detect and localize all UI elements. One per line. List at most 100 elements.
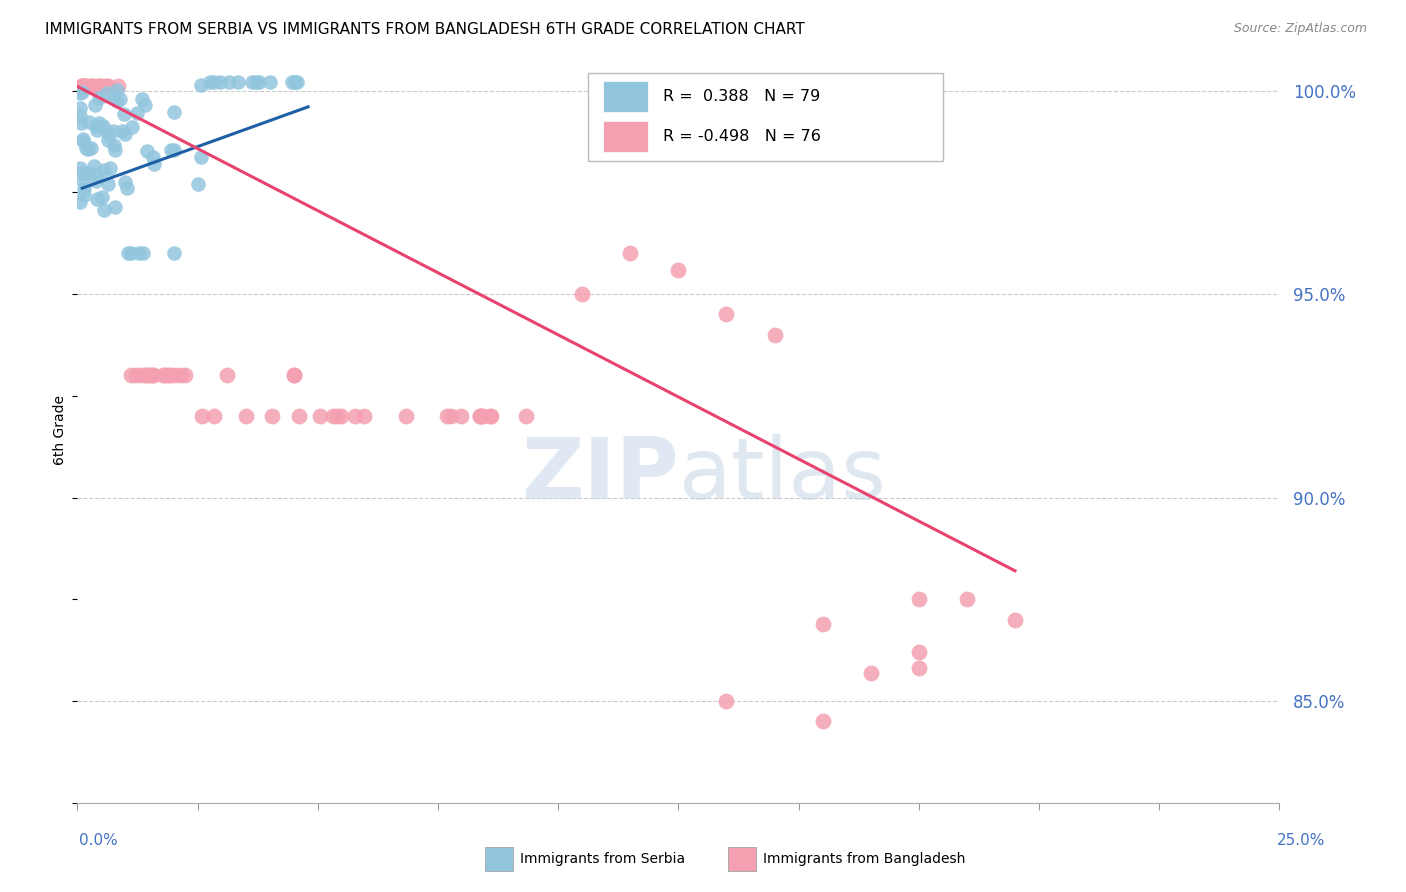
- Point: [202, 409, 225, 424]
- Text: R = -0.498   N = 76: R = -0.498 N = 76: [662, 128, 821, 144]
- Point: [436, 409, 458, 424]
- Point: [187, 177, 209, 191]
- Point: [226, 75, 249, 89]
- Point: [89, 116, 111, 130]
- Point: [190, 150, 212, 164]
- Point: [260, 409, 283, 424]
- Point: [75, 79, 97, 94]
- Point: [160, 143, 183, 157]
- Point: [121, 120, 143, 134]
- Point: [142, 368, 165, 383]
- Point: [908, 661, 931, 675]
- Point: [668, 262, 690, 277]
- Point: [90, 190, 112, 204]
- Point: [142, 150, 165, 164]
- Point: [80, 79, 103, 94]
- Point: [353, 409, 375, 424]
- Point: [108, 92, 131, 106]
- Point: [139, 368, 162, 383]
- Point: [70, 79, 93, 94]
- Point: [1004, 613, 1026, 627]
- Point: [200, 75, 222, 89]
- Point: [956, 592, 979, 607]
- Point: [96, 87, 118, 101]
- Point: [235, 409, 257, 424]
- Point: [470, 409, 492, 424]
- Point: [93, 119, 115, 133]
- Point: [811, 714, 834, 729]
- Point: [129, 368, 152, 383]
- Point: [98, 161, 121, 175]
- Point: [69, 194, 91, 209]
- Point: [159, 368, 181, 383]
- Point: [97, 79, 120, 94]
- Point: [142, 157, 165, 171]
- Point: [80, 79, 103, 94]
- Point: [80, 79, 103, 94]
- Point: [471, 409, 494, 424]
- Point: [75, 79, 97, 94]
- Point: [908, 645, 931, 659]
- Point: [112, 107, 135, 121]
- Text: IMMIGRANTS FROM SERBIA VS IMMIGRANTS FROM BANGLADESH 6TH GRADE CORRELATION CHART: IMMIGRANTS FROM SERBIA VS IMMIGRANTS FRO…: [45, 22, 804, 37]
- Point: [72, 132, 94, 146]
- Point: [169, 368, 191, 383]
- Point: [69, 109, 91, 123]
- Point: [76, 142, 98, 156]
- Point: [86, 123, 108, 137]
- Point: [163, 368, 186, 383]
- Point: [70, 85, 93, 99]
- Point: [259, 75, 281, 89]
- Point: [394, 409, 416, 424]
- Point: [97, 126, 120, 140]
- Point: [156, 368, 179, 383]
- Point: [70, 79, 93, 94]
- Point: [138, 368, 160, 383]
- Point: [859, 665, 882, 680]
- Point: [479, 409, 502, 424]
- Point: [86, 169, 108, 183]
- Point: [283, 368, 305, 383]
- Point: [79, 79, 101, 94]
- Point: [470, 409, 492, 424]
- Text: Immigrants from Serbia: Immigrants from Serbia: [520, 852, 685, 866]
- Point: [125, 368, 148, 383]
- Point: [104, 143, 127, 157]
- Point: [69, 161, 91, 176]
- Point: [84, 174, 107, 188]
- Point: [811, 616, 834, 631]
- Y-axis label: 6th Grade: 6th Grade: [53, 395, 67, 466]
- Point: [247, 75, 270, 89]
- Point: [69, 86, 91, 100]
- Point: [114, 127, 136, 141]
- Point: [73, 187, 96, 202]
- Point: [84, 79, 107, 94]
- Point: [515, 409, 537, 424]
- Point: [70, 79, 93, 94]
- Point: [125, 105, 148, 120]
- Point: [619, 246, 641, 260]
- Point: [163, 246, 186, 260]
- Point: [173, 368, 195, 383]
- Point: [136, 144, 159, 158]
- Point: [75, 79, 97, 94]
- Point: [93, 202, 115, 217]
- Point: [716, 694, 738, 708]
- Point: [218, 75, 240, 89]
- Point: [93, 79, 115, 94]
- Point: [87, 91, 110, 105]
- Point: [440, 409, 463, 424]
- Point: [70, 79, 93, 94]
- Point: [191, 409, 214, 424]
- Point: [72, 174, 94, 188]
- Point: [115, 181, 138, 195]
- Point: [479, 409, 502, 424]
- Point: [131, 92, 153, 106]
- Point: [763, 327, 786, 342]
- Point: [69, 115, 91, 129]
- Point: [73, 182, 96, 196]
- Point: [105, 94, 128, 108]
- Point: [288, 409, 311, 424]
- Text: R =  0.388   N = 79: R = 0.388 N = 79: [662, 89, 820, 104]
- Point: [287, 75, 309, 89]
